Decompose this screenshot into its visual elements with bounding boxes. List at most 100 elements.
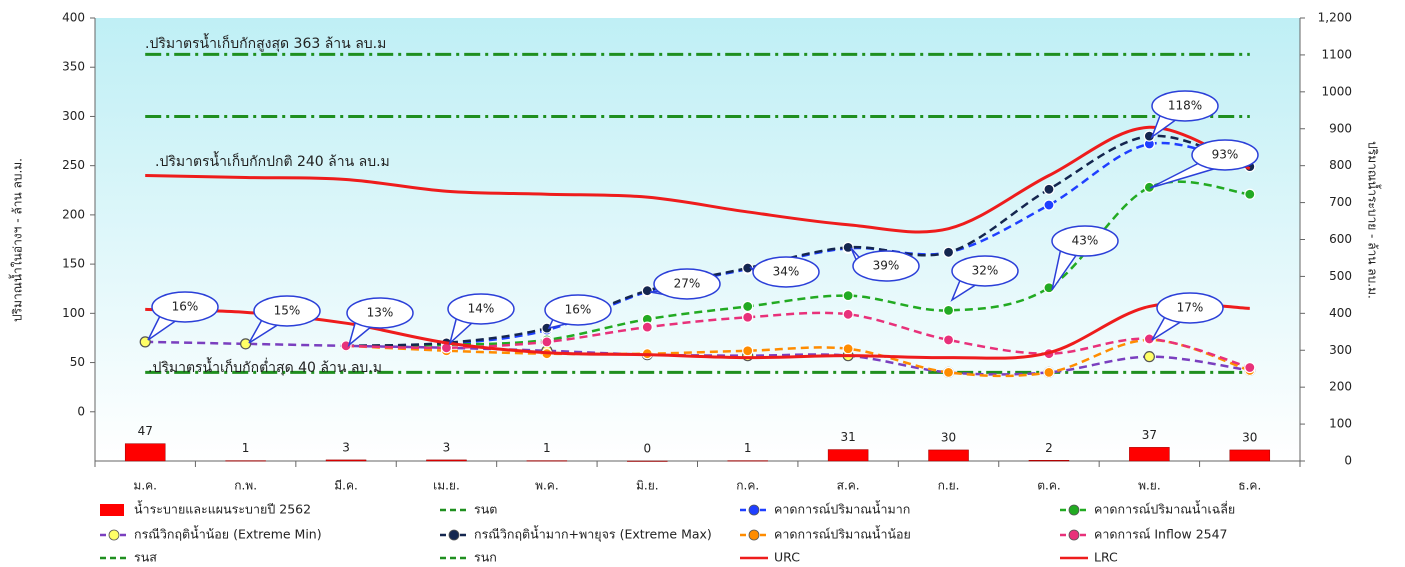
legend-label: รนส bbox=[134, 550, 157, 565]
point bbox=[1043, 199, 1055, 211]
bar-label: 3 bbox=[342, 440, 350, 454]
legend-marker bbox=[748, 529, 760, 541]
legend-marker bbox=[748, 504, 760, 516]
point bbox=[340, 340, 352, 352]
bar-label: 1 bbox=[543, 441, 551, 455]
y2-tick-label: 900 bbox=[1329, 121, 1352, 135]
callout-bubble bbox=[151, 291, 219, 323]
callout-bubble bbox=[1156, 292, 1224, 324]
callout-bubble bbox=[447, 293, 515, 325]
bar bbox=[727, 460, 768, 462]
point bbox=[641, 321, 653, 333]
y2-tick-label: 1100 bbox=[1321, 47, 1352, 61]
legend-item: รนก bbox=[440, 550, 497, 565]
point bbox=[1244, 361, 1256, 374]
bar bbox=[1129, 447, 1170, 462]
point bbox=[942, 366, 955, 378]
y-tick-label: 150 bbox=[62, 257, 85, 271]
point bbox=[942, 334, 955, 346]
point bbox=[1244, 188, 1256, 200]
y-tick-label: 400 bbox=[62, 11, 85, 25]
y2-tick-label: 200 bbox=[1329, 380, 1352, 394]
legend-item: คาดการณ์ปริมาณน้ำมาก bbox=[740, 500, 910, 517]
legend-item: คาดการณ์ปริมาณน้ำน้อย bbox=[740, 525, 911, 542]
bar bbox=[426, 459, 467, 462]
bar-label: 47 bbox=[138, 424, 153, 438]
bar bbox=[627, 460, 668, 462]
point bbox=[1143, 351, 1155, 363]
x-tick-label: พ.ย. bbox=[1138, 479, 1161, 493]
y-tick-label: 300 bbox=[62, 109, 85, 123]
callout-label: 34% bbox=[773, 265, 800, 279]
callout-bubble bbox=[852, 250, 920, 282]
legend-item: คาดการณ์ Inflow 2547 bbox=[1060, 527, 1228, 542]
legend-item: กรณีวิกฤติน้ำน้อย (Extreme Min) bbox=[100, 525, 322, 542]
y-tick-label: 100 bbox=[62, 306, 85, 320]
callout-bubble bbox=[951, 255, 1019, 287]
x-tick-label: เม.ย. bbox=[433, 479, 460, 493]
legend-item: น้ำระบายและแผนระบายปี 2562 bbox=[100, 500, 311, 517]
plot-area bbox=[95, 18, 1300, 461]
y2-axis-title: ปริมาณน้ำระบาย - ล้าน ลบ.ม. bbox=[1366, 141, 1382, 299]
point bbox=[1043, 183, 1055, 195]
y2-tick-label: 400 bbox=[1329, 306, 1352, 320]
y-axis-title: ปริมาณน้ำในอ่างฯ - ล้าน ลบ.ม. bbox=[9, 158, 25, 322]
y2-tick-label: 700 bbox=[1329, 195, 1352, 209]
legend-marker bbox=[108, 529, 120, 541]
bar-label: 2 bbox=[1045, 441, 1053, 455]
legend-label: กรณีวิกฤติน้ำมาก+พายุจร (Extreme Max) bbox=[474, 525, 712, 543]
series-line bbox=[345, 338, 1251, 378]
bar bbox=[1229, 449, 1271, 462]
legend-label: รนต bbox=[474, 502, 497, 517]
legend-item: LRC bbox=[1060, 550, 1118, 565]
y-tick-label: 50 bbox=[70, 355, 85, 369]
bar-label: 1 bbox=[744, 441, 752, 455]
legend-label: คาดการณ์ปริมาณน้ำน้อย bbox=[774, 525, 911, 542]
annotation: .ปริมาตรน้ำเก็บกักปกติ 240 ล้าน ลบ.ม bbox=[155, 151, 390, 170]
bar-label: 0 bbox=[643, 442, 651, 456]
x-tick-label: ก.ค. bbox=[736, 479, 759, 493]
callout-label: 39% bbox=[873, 259, 900, 273]
series-line bbox=[346, 134, 1251, 348]
callout-bubble bbox=[752, 256, 820, 288]
callout-bubble bbox=[1151, 90, 1219, 122]
point bbox=[742, 311, 754, 323]
callout-label: 16% bbox=[565, 303, 592, 317]
series-line bbox=[145, 302, 1250, 360]
x-tick-label: ม.ค. bbox=[133, 479, 157, 493]
bar-label: 30 bbox=[1242, 430, 1257, 444]
y2-tick-label: 1,200 bbox=[1318, 11, 1352, 25]
legend-label: LRC bbox=[1094, 550, 1118, 565]
x-tick-label: ส.ค. bbox=[837, 479, 860, 493]
callout-bubble bbox=[253, 295, 321, 327]
legend-marker bbox=[448, 529, 460, 541]
point bbox=[742, 300, 754, 313]
y-tick-label: 0 bbox=[77, 404, 85, 418]
bar bbox=[325, 459, 367, 462]
x-tick-label: ก.ย. bbox=[938, 479, 960, 493]
callout-label: 27% bbox=[674, 277, 701, 291]
point bbox=[842, 241, 854, 253]
point bbox=[842, 290, 854, 302]
bar bbox=[124, 443, 166, 462]
bar-label: 30 bbox=[941, 430, 956, 444]
callout-label: 17% bbox=[1177, 301, 1204, 315]
legend-item: กรณีวิกฤติน้ำมาก+พายุจร (Extreme Max) bbox=[440, 525, 712, 543]
callout-label: 118% bbox=[1168, 99, 1202, 113]
legend-label: คาดการณ์ปริมาณน้ำเฉลี่ย bbox=[1094, 500, 1235, 517]
y2-tick-label: 100 bbox=[1329, 417, 1352, 431]
bar-label: 37 bbox=[1142, 428, 1157, 442]
x-tick-label: มิ.ย. bbox=[636, 479, 659, 493]
legend-swatch bbox=[100, 504, 124, 516]
x-tick-label: ต.ค. bbox=[1037, 479, 1060, 493]
legend-marker bbox=[1068, 504, 1080, 516]
legend-item: รนส bbox=[100, 550, 157, 565]
y2-tick-label: 0 bbox=[1344, 454, 1352, 468]
x-tick-label: มี.ค. bbox=[334, 479, 358, 493]
bar-label: 31 bbox=[840, 430, 855, 444]
y2-tick-label: 600 bbox=[1329, 232, 1352, 246]
y-tick-label: 200 bbox=[62, 207, 85, 221]
bar bbox=[827, 449, 869, 462]
callout-bubble bbox=[346, 297, 414, 329]
